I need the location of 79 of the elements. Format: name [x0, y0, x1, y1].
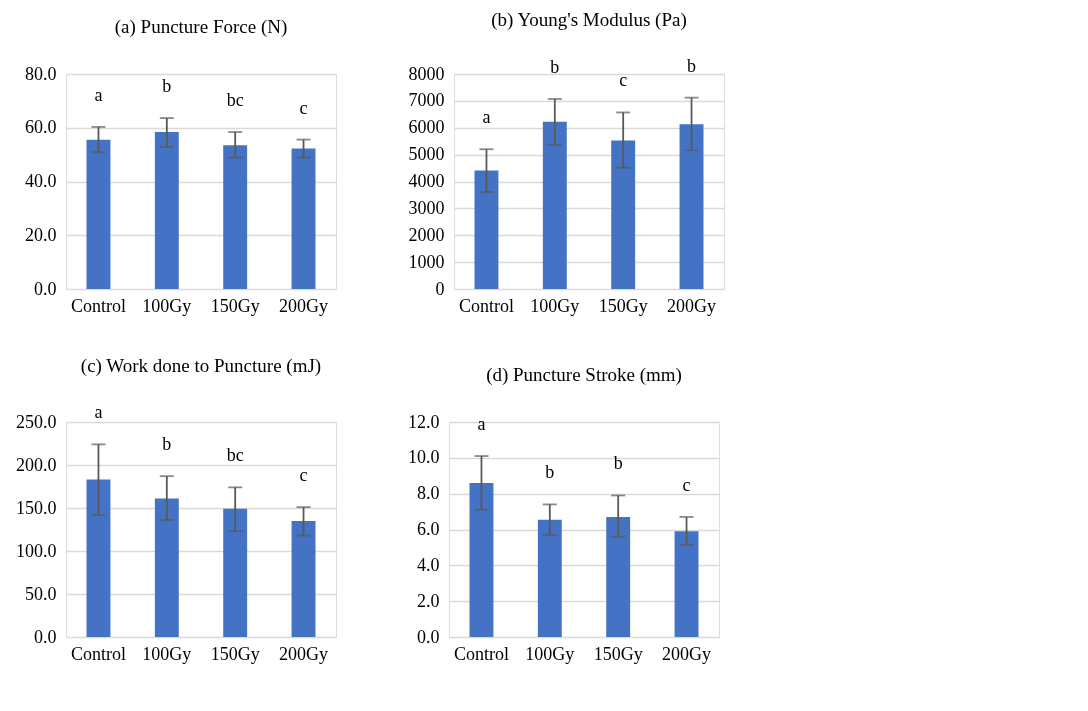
bar [542, 121, 567, 289]
y-tick-label: 250.0 [16, 411, 57, 432]
y-tick-label: 7000 [408, 90, 445, 111]
x-tick-label: 150Gy [598, 295, 648, 316]
x-tick-label: 200Gy [279, 295, 329, 316]
y-tick-label: 1000 [408, 251, 445, 272]
x-tick-label: Control [458, 295, 514, 316]
x-tick-label: 100Gy [525, 643, 575, 664]
annotation: b [545, 462, 555, 483]
bar [154, 132, 179, 289]
bar [474, 170, 499, 289]
y-tick-label: 60.0 [25, 117, 57, 138]
y-tick-label: 5000 [408, 144, 445, 165]
x-tick-label: Control [70, 295, 126, 316]
annotation: b [613, 453, 623, 474]
y-tick-label: 0.0 [34, 626, 57, 647]
bar [674, 531, 699, 637]
annotation: bc [226, 445, 244, 466]
annotation: a [482, 107, 491, 128]
bar [86, 139, 111, 289]
bar [537, 519, 562, 637]
y-tick-label: 8000 [408, 63, 445, 84]
bar [469, 482, 494, 637]
x-tick-label: 150Gy [593, 643, 643, 664]
y-tick-label: 2.0 [417, 590, 440, 611]
y-tick-label: 80.0 [25, 63, 57, 84]
y-tick-label: 2000 [408, 224, 445, 245]
y-tick-label: 4000 [408, 171, 445, 191]
x-tick-label: 200Gy [662, 643, 712, 664]
y-tick-label: 8.0 [417, 483, 440, 504]
bar [291, 520, 316, 637]
y-tick-label: 4.0 [417, 554, 440, 575]
y-tick-label: 6.0 [417, 519, 440, 539]
chart-title: (a) Puncture Force (N) [114, 16, 288, 38]
annotation: c [619, 70, 628, 91]
y-tick-label: 0 [435, 278, 445, 299]
chart-title: (d) Puncture Stroke (mm) [486, 364, 682, 386]
bar [291, 148, 316, 289]
annotation: b [550, 56, 560, 77]
x-tick-label: 150Gy [210, 643, 260, 664]
x-tick-label: 100Gy [530, 295, 580, 316]
y-tick-label: 20.0 [25, 224, 57, 245]
y-tick-label: 50.0 [25, 583, 57, 604]
y-tick-label: 0.0 [34, 278, 57, 299]
bar [223, 508, 248, 637]
y-tick-label: 150.0 [16, 497, 57, 518]
annotation: b [687, 55, 697, 76]
y-tick-label: 3000 [408, 197, 445, 218]
y-tick-label: 0.0 [417, 626, 440, 647]
bar [154, 498, 179, 637]
y-tick-label: 200.0 [16, 454, 57, 475]
x-tick-label: 200Gy [279, 643, 329, 664]
bar [86, 479, 111, 637]
y-tick-label: 10.0 [408, 447, 440, 468]
chart-title: (b) Young's Modulus (Pa) [491, 8, 687, 31]
x-tick-label: 100Gy [142, 643, 192, 664]
bar [679, 124, 704, 289]
annotation: c [299, 97, 308, 118]
annotation: b [162, 434, 172, 455]
annotation: bc [226, 90, 244, 111]
x-tick-label: Control [453, 643, 509, 664]
y-tick-label: 40.0 [25, 171, 57, 191]
bar [611, 140, 636, 289]
text: a [94, 402, 103, 423]
x-tick-label: Control [70, 643, 126, 664]
annotation: c [682, 474, 691, 495]
x-tick-label: 150Gy [210, 295, 260, 316]
y-tick-label: 100.0 [16, 540, 57, 561]
annotation: b [162, 76, 172, 97]
annotation: a [477, 414, 486, 435]
chart-title: (c) Work done to Puncture (mJ) [80, 355, 322, 378]
annotation: c [299, 465, 308, 486]
x-tick-label: 200Gy [667, 295, 717, 316]
y-tick-label: 12.0 [408, 411, 440, 432]
annotation: a [94, 84, 103, 105]
bar [223, 145, 248, 289]
y-tick-label: 6000 [408, 117, 445, 138]
bar [606, 516, 631, 637]
x-tick-label: 100Gy [142, 295, 192, 316]
